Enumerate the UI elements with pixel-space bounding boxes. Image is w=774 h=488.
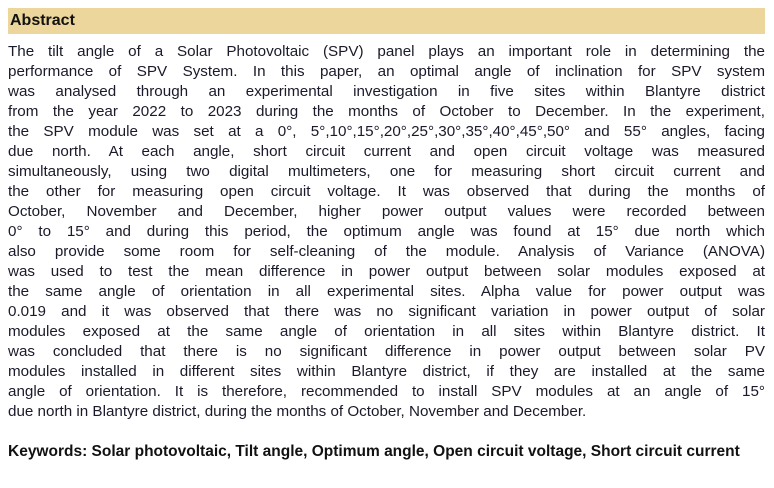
abstract-line: modules installed in different sites wit…	[8, 363, 765, 380]
abstract-line: from the year 2022 to 2023 during the mo…	[8, 103, 765, 120]
abstract-line: due north in Blantyre district, during t…	[8, 403, 587, 420]
abstract-line: was analysed through an experimental inv…	[8, 83, 765, 100]
abstract-line: angle of orientation. It is therefore, r…	[8, 383, 765, 400]
abstract-line: the same angle of orientation in all exp…	[8, 283, 765, 300]
section-title: Abstract	[10, 12, 75, 29]
abstract-line: due north. At each angle, short circuit …	[8, 143, 765, 160]
abstract-line: was used to test the mean difference in …	[8, 263, 765, 280]
abstract-line: simultaneously, using two digital multim…	[8, 163, 765, 180]
abstract-line: the other for measuring open circuit vol…	[8, 183, 765, 200]
abstract-line: 0.019 and it was observed that there was…	[8, 303, 765, 320]
abstract-header: Abstract	[8, 8, 765, 34]
abstract-line: modules exposed at the same angle of ori…	[8, 323, 765, 340]
abstract-body: The tilt angle of a Solar Photovoltaic (…	[8, 42, 765, 422]
abstract-line: The tilt angle of a Solar Photovoltaic (…	[8, 43, 765, 60]
abstract-line: was concluded that there is no significa…	[8, 343, 765, 360]
abstract-line: the SPV module was set at a 0°, 5°,10°,1…	[8, 123, 765, 140]
abstract-line: performance of SPV System. In this paper…	[8, 63, 765, 80]
abstract-line: October, November and December, higher p…	[8, 203, 765, 220]
abstract-line: also provide some room for self-cleaning…	[8, 243, 765, 260]
keywords: Keywords: Solar photovoltaic, Tilt angle…	[8, 443, 740, 460]
abstract-line: 0° to 15° and during this period, the op…	[8, 223, 765, 240]
